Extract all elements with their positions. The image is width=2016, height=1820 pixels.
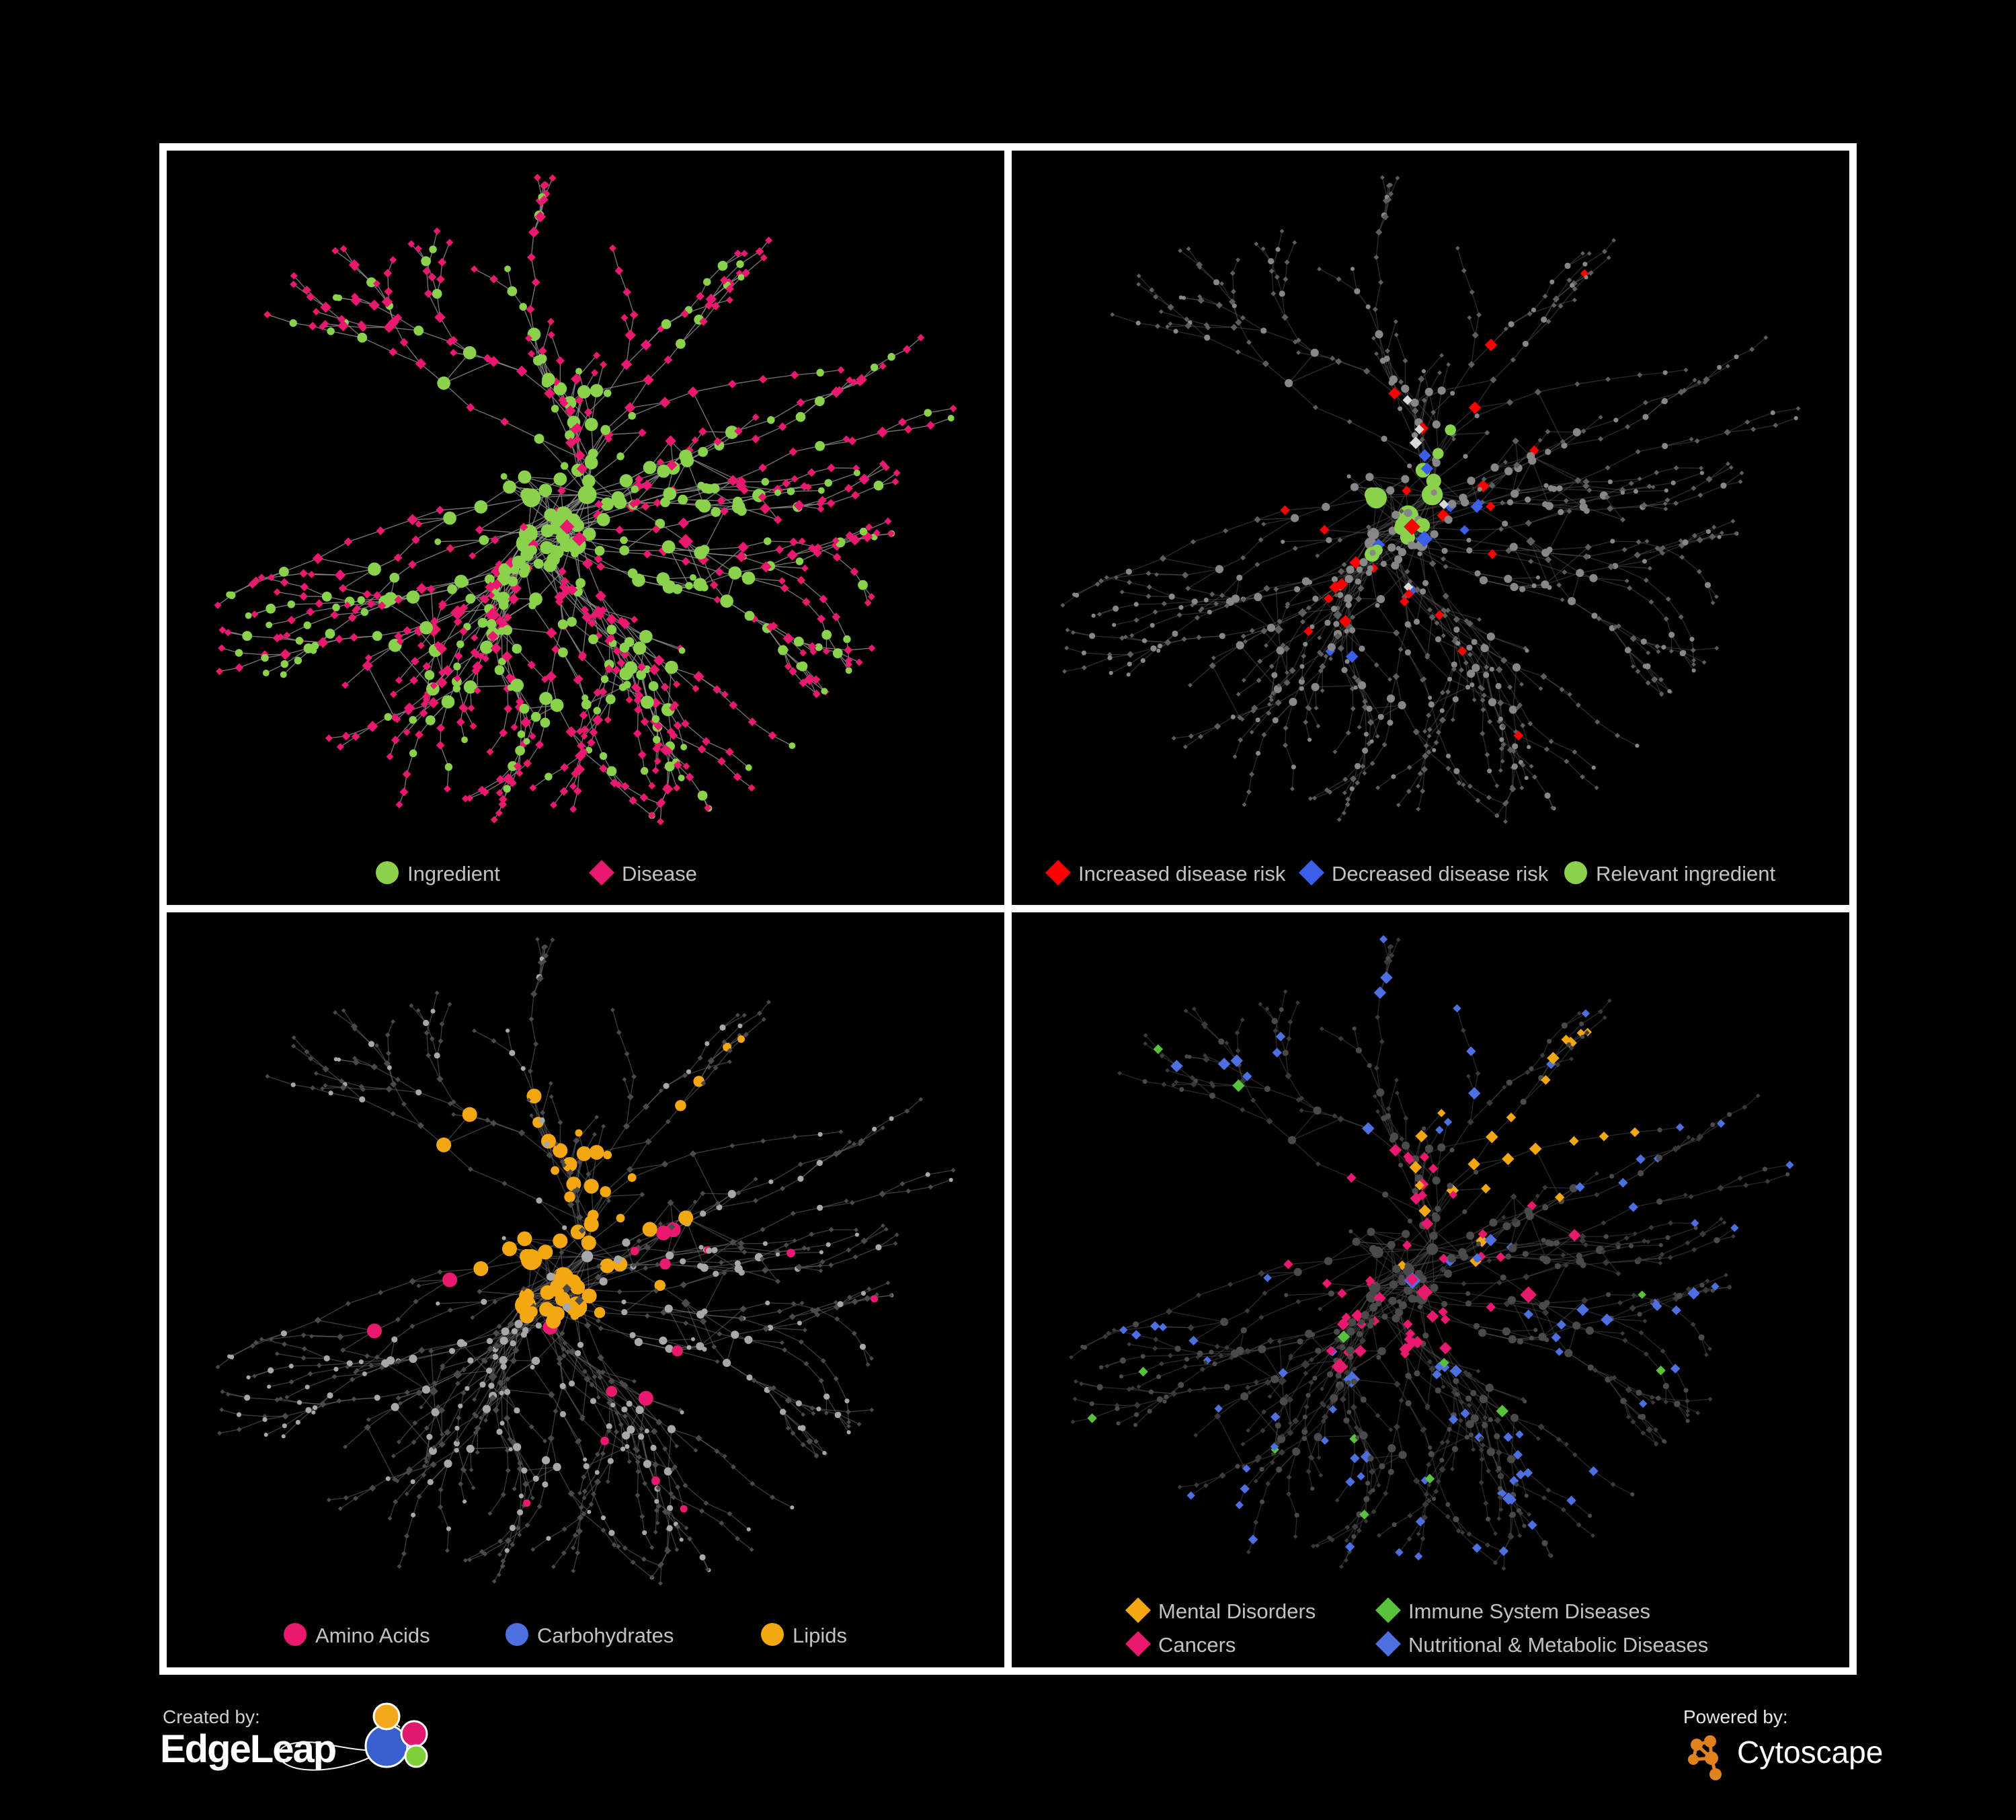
- svg-text:Ingredient: Ingredient: [407, 862, 500, 885]
- svg-text:Disease: Disease: [622, 862, 697, 885]
- svg-text:Decreased disease risk: Decreased disease risk: [1332, 862, 1549, 885]
- svg-text:Relevant ingredient: Relevant ingredient: [1596, 862, 1776, 885]
- svg-text:Increased disease risk: Increased disease risk: [1078, 862, 1286, 885]
